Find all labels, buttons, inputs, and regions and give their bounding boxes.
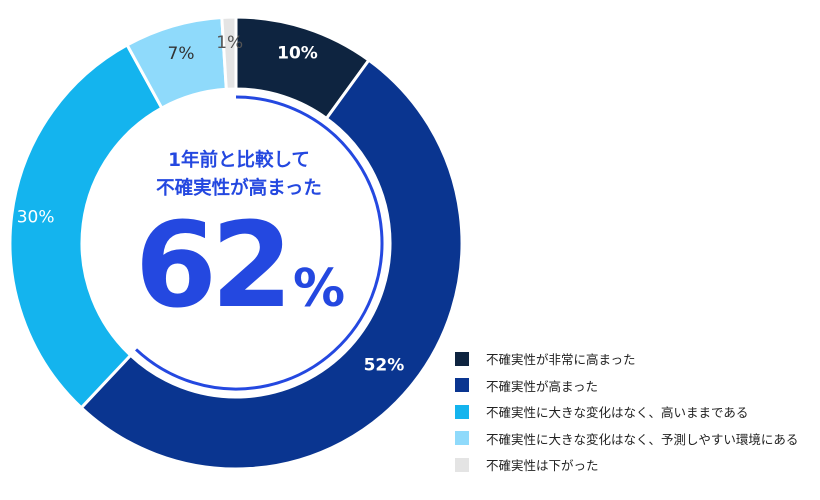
segment-value-label: 7% [168,44,195,64]
center-title-line2: 不確実性が高まった [156,178,322,199]
legend: 不確実性が非常に高まった 不確実性が高まった不確実性に大きな変化はなく、高いままで… [455,349,798,482]
center-value-number: 62 [134,196,293,334]
legend-label: 不確実性に大きな変化はなく、高いままである [486,405,749,420]
legend-label: 不確実性が高まった [486,378,599,394]
segment-value-label: 30% [17,208,55,228]
legend-swatch [455,351,469,366]
legend-item: 不確実性に大きな変化はなく、予測しやすい環境にある [455,429,798,448]
legend-swatch [455,431,469,445]
legend-label: 不確実性は下がった [486,458,599,473]
center-value-unit: % [293,259,346,319]
segment-value-label: 10% [277,44,318,64]
legend-item: 不確実性が非常に高まった [455,349,798,368]
legend-item: 不確実性に大きな変化はなく、高いままである [455,402,798,421]
legend-item: 不確実性は下がった [455,455,798,474]
segment-value-label: 52% [364,355,405,375]
center-value: 62% [110,205,370,325]
donut-segment [220,15,238,91]
legend-swatch [455,404,469,419]
legend-swatch [455,457,469,472]
segment-value-label: 1% [216,33,243,53]
legend-item: 不確実性が高まった [455,376,798,395]
legend-label: 不確実性に大きな変化はなく、予測しやすい環境にある [486,431,799,447]
legend-label: 不確実性が非常に高まった [486,352,636,367]
donut-segment [79,58,464,471]
center-title-line1: 1年前と比較して [168,150,310,171]
highlight-arc [135,95,384,391]
donut-segment [8,42,164,410]
legend-swatch [455,378,469,392]
